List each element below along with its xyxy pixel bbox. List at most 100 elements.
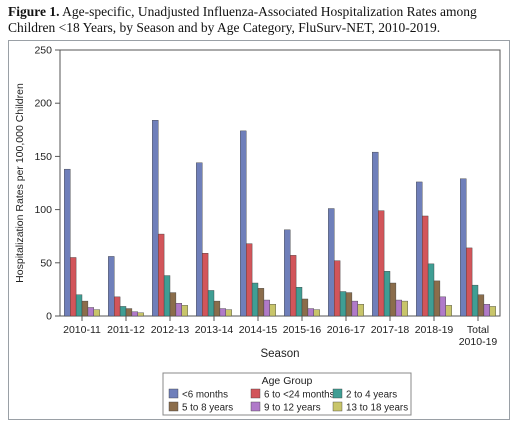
bar [389,282,397,317]
legend-entry: 5 to 8 years [182,403,233,414]
bar [378,210,385,317]
bar [422,215,429,317]
bar [395,299,402,317]
bar [213,300,221,317]
bar [108,256,115,317]
x-tick-label: 2012-13 [151,324,190,336]
bar [131,311,138,317]
bar [351,300,358,317]
bar [196,162,203,317]
x-axis-label: Season [260,348,299,360]
bar [69,257,77,317]
y-tick-label: 200 [34,98,52,110]
legend-swatch [332,388,343,399]
legend-swatch [168,401,179,412]
figure-caption: Figure 1. Age-specific, Unadjusted Influ… [8,4,512,36]
bar [113,296,121,317]
bar [251,282,259,317]
bar [245,243,253,317]
legend-title: Age Group [262,375,313,387]
x-tick-label: Total 2010-19 [459,324,498,348]
bar [125,308,133,317]
y-tick-label: 150 [34,151,52,163]
y-tick-label: 100 [34,204,52,216]
legend-entry: 6 to <24 months [264,390,335,401]
legend-swatch [332,401,343,412]
legend-entry: 9 to 12 years [264,403,321,414]
bar [75,294,83,317]
bar [201,253,209,317]
legend-swatch [250,401,261,412]
bar [433,280,441,317]
bar [313,309,320,317]
bar [334,260,341,317]
y-tick-label: 0 [46,311,52,323]
bar [157,233,165,317]
bar [169,292,177,317]
bar [163,275,171,317]
bar [439,296,446,317]
x-tick-label: 2010-11 [63,324,101,336]
bar [181,305,188,317]
bar [87,307,95,317]
x-tick-label: 2018-19 [415,324,454,336]
x-tick-label: 2011-12 [107,324,145,336]
x-tick-label: 2013-14 [195,324,234,336]
legend: Age Group <6 months 6 to <24 months 2 to 4 … [162,372,412,416]
bar [64,168,71,317]
bar [257,288,265,317]
y-axis-label: Hospitalization Rates per 100,000 Childr… [14,83,26,283]
legend-entry: <6 months [182,390,228,401]
y-tick-label: 250 [34,45,52,57]
bar [445,305,452,317]
bar [489,306,496,317]
bar [263,299,270,317]
bar [427,263,435,317]
bars [64,120,496,317]
bar [345,292,353,317]
legend-entry: 2 to 4 years [346,390,397,401]
bar [269,304,276,317]
bar [383,271,391,317]
bar [301,298,309,317]
bar [137,312,144,317]
legend-swatch [168,388,179,399]
bar [290,255,297,317]
bar [401,300,408,317]
bar [152,120,159,317]
bar [93,309,100,317]
bar [372,151,379,317]
y-axis: 0 50 100 150 200 250 [34,45,60,323]
bar [175,303,182,317]
bar [460,178,467,317]
bar [328,208,335,317]
x-axis: 2010-11 2011-12 2012-13 2013-14 2014-15 2015-… [63,316,497,348]
bar [284,229,291,317]
legend-box [162,372,412,416]
bar [339,291,347,317]
legend-entry: 13 to 18 years [346,403,408,414]
x-tick-label: 2015-16 [283,324,322,336]
bar [416,181,423,317]
figure-label: Figure 1. [8,4,60,19]
figure-caption-text: Age-specific, Unadjusted Influenza-Assoc… [8,4,477,35]
bar [295,287,303,317]
bar [119,306,127,317]
bar [483,304,490,317]
x-tick-label: 2014-15 [239,324,278,336]
x-tick-label: 2016-17 [327,324,366,336]
x-tick-label: 2017-18 [371,324,410,336]
y-tick-label: 50 [40,257,52,269]
bar [240,130,247,317]
bar [219,308,226,317]
legend-swatch [250,388,261,399]
bar [307,308,314,317]
bar [471,284,479,317]
bar [477,294,485,317]
bar [81,300,89,317]
bar [207,290,215,317]
bar [466,247,473,317]
bar [225,309,232,317]
bar [357,304,364,317]
